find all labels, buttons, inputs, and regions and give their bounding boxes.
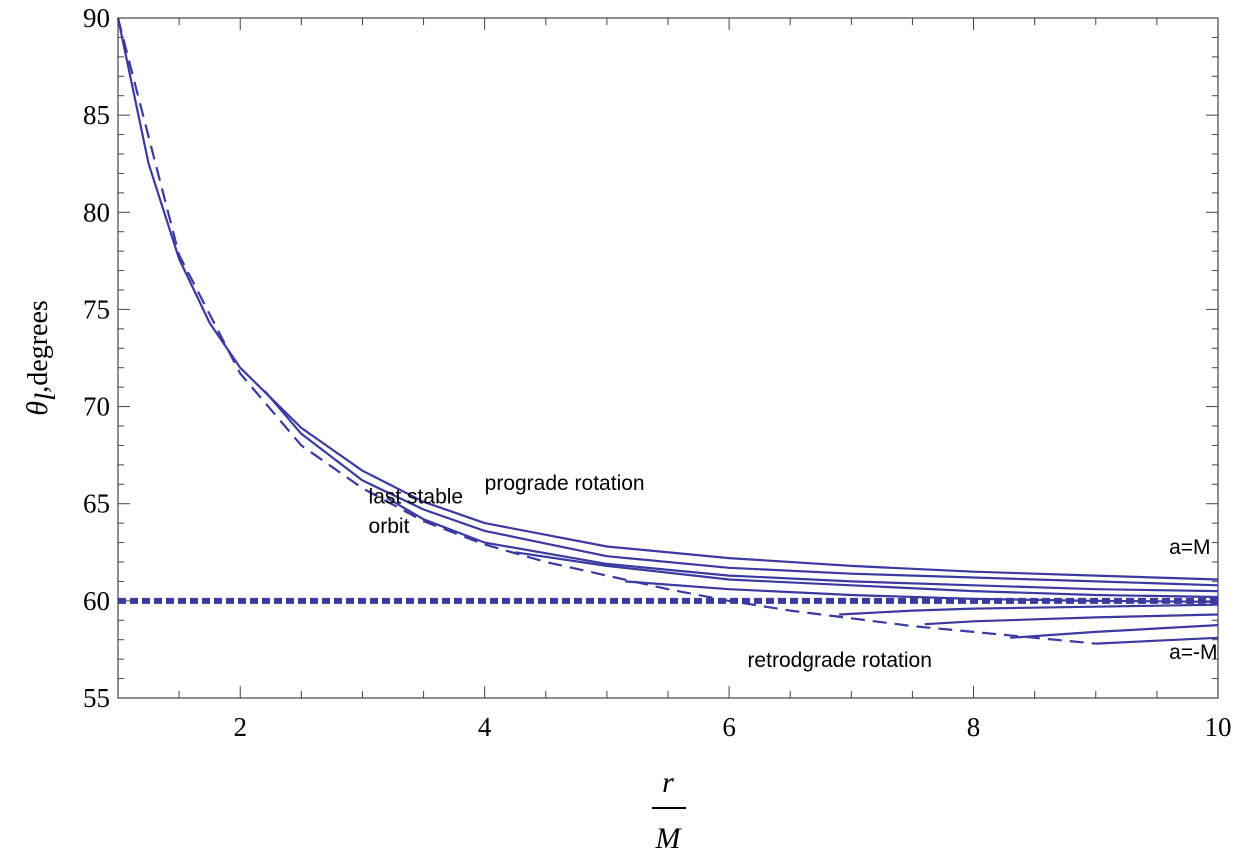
- x-tick-label: 10: [1205, 712, 1232, 742]
- x-ticks: 2 4 6 8 10: [233, 712, 1231, 742]
- x-tick-label: 6: [722, 712, 736, 742]
- annotation-label: orbit: [369, 515, 410, 538]
- series-line-9: [1095, 636, 1219, 645]
- y-tick-label: 65: [83, 489, 110, 519]
- y-axis-symbol: θ: [21, 401, 54, 416]
- y-tick-label: 70: [83, 392, 110, 422]
- y-axis-subscript: l: [29, 393, 62, 401]
- y-tick-label: 90: [83, 3, 110, 33]
- svg-text:θl,degrees: θl,degrees: [21, 300, 62, 416]
- x-tick-label: 4: [478, 712, 492, 742]
- x-axis-title: r M: [652, 766, 686, 855]
- x-axis-denominator: M: [655, 822, 683, 855]
- y-axis-title: θl,degrees: [21, 300, 62, 416]
- y-tick-label: 75: [83, 294, 110, 324]
- series-line-6: [839, 603, 1219, 616]
- y-tick-label: 85: [83, 100, 110, 130]
- minor-ticks: [117, 17, 1219, 699]
- series-line-4: [515, 551, 1219, 599]
- x-tick-label: 8: [967, 712, 981, 742]
- y-tick-label: 60: [83, 586, 110, 616]
- annotation-label: prograde rotation: [485, 472, 645, 495]
- annotation-label: last stable: [369, 486, 464, 509]
- annotation-label: retrodgrade rotation: [747, 649, 931, 672]
- series-line-8: [1010, 624, 1219, 639]
- annotation-label: a=M: [1169, 536, 1210, 559]
- series-line-2: [263, 390, 1219, 587]
- y-tick-label: 55: [83, 683, 110, 713]
- annotations: prograde rotation last stable orbit a=M retr…: [369, 472, 1218, 672]
- y-tick-label: 80: [83, 197, 110, 227]
- y-axis-suffix: ,degrees: [23, 300, 54, 393]
- series-line-7: [924, 613, 1219, 626]
- x-tick-label: 2: [233, 712, 247, 742]
- y-ticks: 55 60 65 70 75 80 85 90: [83, 3, 110, 713]
- plot-frame: [117, 17, 1219, 699]
- annotation-label: a=-M: [1169, 641, 1217, 664]
- last-stable-orbit-line: [116, 17, 1096, 645]
- series-line-1: [116, 17, 1219, 581]
- series-line-3: [386, 496, 1219, 593]
- series-layer: [116, 17, 1219, 645]
- x-axis-numerator: r: [662, 766, 674, 799]
